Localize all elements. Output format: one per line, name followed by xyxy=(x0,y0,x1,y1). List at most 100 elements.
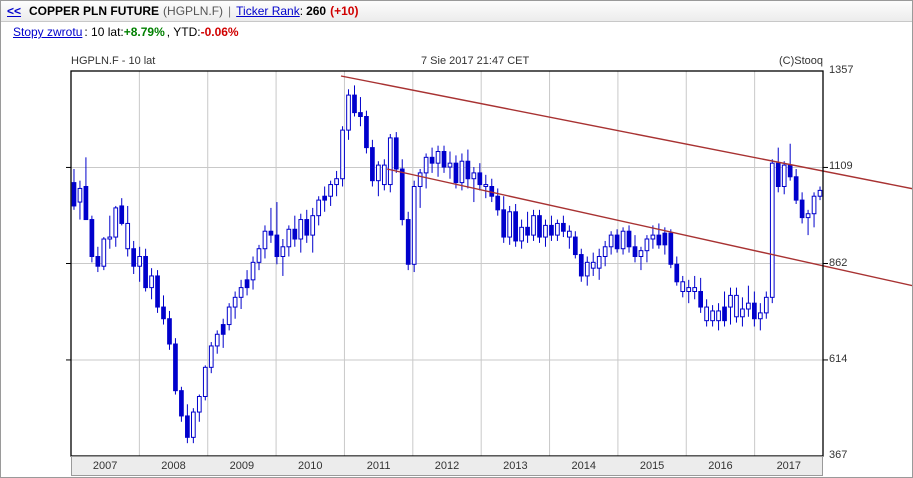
candle-body xyxy=(405,219,411,265)
candle-body xyxy=(710,310,715,322)
candlestick xyxy=(507,205,513,245)
candlestick xyxy=(405,211,411,271)
returns-label-link[interactable]: Stopy zwrotu xyxy=(13,25,83,39)
candlestick xyxy=(137,246,142,282)
candlestick xyxy=(650,225,656,249)
candlestick xyxy=(208,342,214,374)
candlestick xyxy=(167,310,172,350)
candlestick xyxy=(376,161,381,197)
candlestick xyxy=(381,159,387,191)
candle-body xyxy=(501,209,507,238)
candlestick xyxy=(799,192,805,224)
candle-body xyxy=(208,345,214,368)
candle-body xyxy=(757,312,763,320)
candle-body xyxy=(125,222,131,250)
candle-body xyxy=(244,279,250,289)
candlestick xyxy=(113,205,119,247)
candlestick xyxy=(769,159,775,304)
candlestick xyxy=(584,256,590,286)
candle-body xyxy=(274,234,280,258)
candle-body xyxy=(149,275,154,289)
candlestick xyxy=(83,157,89,221)
candle-body xyxy=(71,182,77,207)
candle-body xyxy=(95,256,101,267)
candlestick xyxy=(489,178,495,203)
candlestick xyxy=(244,270,250,296)
ticker-rank-link[interactable]: Ticker Rank xyxy=(236,4,300,18)
candle-body xyxy=(292,228,298,240)
candle-body xyxy=(674,263,680,283)
candlestick xyxy=(740,297,745,327)
candlestick xyxy=(155,270,160,313)
candle-body xyxy=(519,226,524,242)
candle-body xyxy=(805,213,811,219)
candle-body xyxy=(417,172,423,187)
candlestick xyxy=(173,338,178,395)
candle-body xyxy=(83,186,89,221)
candlestick xyxy=(495,188,501,216)
price-chart[interactable]: HGPLN.F - 10 lat 7 Sie 2017 21:47 CET (C… xyxy=(1,45,912,478)
candle-body xyxy=(459,160,465,184)
candle-body xyxy=(226,306,232,326)
lower-trendline xyxy=(386,168,912,287)
candlestick xyxy=(107,215,113,249)
candlestick xyxy=(537,209,542,243)
candle-body xyxy=(167,318,172,345)
candlestick xyxy=(447,151,453,179)
candlestick xyxy=(340,126,345,187)
returns-ytd-text: , YTD: xyxy=(166,25,201,39)
candle-body xyxy=(787,164,793,178)
candlestick xyxy=(232,291,238,319)
x-axis-tick-label: 2007 xyxy=(92,460,118,472)
candlestick xyxy=(471,167,477,203)
instrument-header-bar: << COPPER PLN FUTURE (HGPLN.F) | Ticker … xyxy=(1,1,912,22)
candlestick xyxy=(513,204,518,247)
candle-body xyxy=(686,287,692,293)
candlestick xyxy=(161,295,166,325)
candlestick xyxy=(590,252,596,276)
candlestick xyxy=(77,180,83,220)
candlestick xyxy=(501,196,507,243)
back-link[interactable]: << xyxy=(7,4,22,18)
candlestick xyxy=(220,318,226,348)
candle-body xyxy=(614,234,620,250)
candle-body xyxy=(346,94,351,131)
candlestick xyxy=(429,147,435,173)
candle-body xyxy=(423,156,429,174)
candle-body xyxy=(680,281,686,292)
candlestick xyxy=(572,231,578,259)
candlestick xyxy=(716,303,721,331)
candlestick xyxy=(752,291,757,327)
candlestick-plot[interactable] xyxy=(1,45,912,478)
candle-body xyxy=(471,172,477,180)
candle-body xyxy=(429,156,435,164)
candle-body xyxy=(280,246,286,257)
candle-body xyxy=(590,261,596,269)
candle-body xyxy=(334,178,339,186)
candle-body xyxy=(668,232,674,265)
candle-body xyxy=(399,168,405,221)
candle-body xyxy=(358,112,363,118)
candle-body xyxy=(531,215,536,236)
candlestick xyxy=(632,235,638,263)
x-axis-tick-label: 2017 xyxy=(776,460,802,472)
candle-body xyxy=(435,151,441,164)
candlestick xyxy=(698,277,704,313)
candle-body xyxy=(483,184,489,188)
candlestick xyxy=(262,225,268,259)
candle-body xyxy=(763,296,769,314)
candlestick xyxy=(328,180,333,206)
candlestick xyxy=(179,386,184,422)
candlestick xyxy=(89,215,95,263)
candlestick xyxy=(435,145,441,177)
candle-body xyxy=(107,236,113,240)
candle-body xyxy=(316,199,322,217)
candlestick xyxy=(423,153,429,189)
candle-body xyxy=(722,306,727,322)
candle-body xyxy=(793,176,799,201)
candlestick xyxy=(149,268,154,300)
candlestick xyxy=(805,209,811,236)
candle-body xyxy=(632,246,638,257)
candlestick xyxy=(286,225,292,257)
returns-row: Stopy zwrotu : 10 lat: +8.79% , YTD: -0.… xyxy=(1,23,912,41)
